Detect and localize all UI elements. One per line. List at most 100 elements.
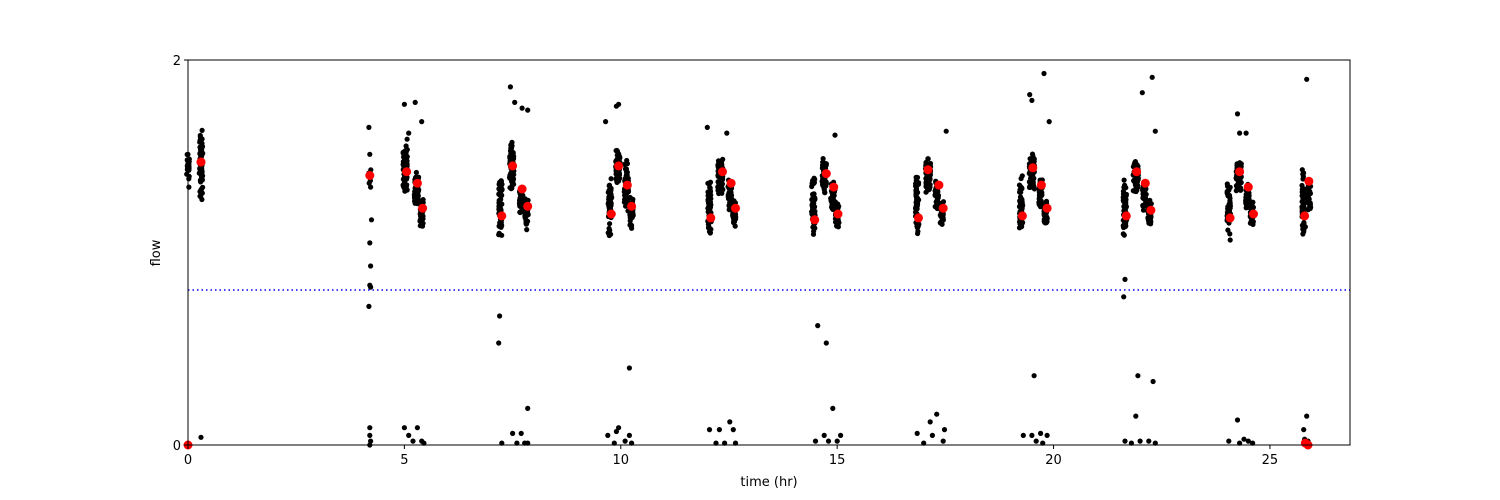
raw-point — [499, 440, 505, 446]
raw-point — [607, 221, 613, 227]
raw-point — [1028, 179, 1034, 185]
raw-point — [524, 227, 530, 233]
x-tick-label: 20 — [1045, 453, 1062, 468]
raw-point — [508, 186, 514, 192]
raw-point — [497, 313, 503, 319]
summary-point — [1140, 178, 1150, 188]
raw-point — [1120, 231, 1126, 237]
raw-point — [707, 204, 714, 210]
summary-point — [1042, 203, 1052, 213]
raw-point — [934, 411, 940, 417]
raw-point — [366, 180, 372, 186]
x-tick-label: 0 — [184, 453, 192, 468]
raw-point — [608, 176, 614, 182]
raw-point — [1149, 74, 1155, 80]
summary-point — [1225, 213, 1235, 223]
raw-point — [184, 167, 190, 173]
raw-point — [830, 192, 836, 198]
x-tick-label: 15 — [829, 453, 846, 468]
raw-point — [367, 432, 373, 438]
raw-point — [1038, 430, 1044, 436]
raw-point — [184, 157, 190, 163]
raw-point — [368, 438, 374, 444]
summary-point — [1017, 211, 1027, 221]
raw-point — [1301, 427, 1307, 433]
raw-point — [624, 190, 630, 196]
raw-point — [419, 223, 426, 229]
raw-point — [834, 220, 841, 226]
raw-point — [1249, 200, 1255, 206]
raw-point — [518, 430, 524, 436]
raw-point — [724, 130, 730, 136]
summary-point — [418, 203, 428, 213]
raw-point — [929, 432, 936, 438]
raw-point — [626, 365, 633, 371]
raw-point — [1301, 227, 1307, 233]
summary-point — [402, 167, 412, 177]
raw-point — [404, 182, 410, 188]
raw-point — [606, 182, 613, 188]
raw-point — [1227, 237, 1233, 243]
raw-point — [916, 180, 922, 186]
raw-point — [366, 124, 372, 130]
raw-point — [1227, 231, 1233, 237]
raw-point — [1031, 184, 1037, 190]
raw-point — [605, 432, 611, 438]
raw-point — [925, 156, 931, 162]
raw-point — [1226, 193, 1232, 199]
raw-point — [624, 157, 630, 164]
raw-point — [367, 151, 373, 157]
raw-point — [1027, 92, 1033, 98]
summary-point — [938, 203, 948, 213]
raw-point — [401, 425, 407, 431]
raw-point — [1299, 193, 1305, 199]
summary-point — [606, 209, 616, 219]
raw-point — [1031, 373, 1037, 379]
raw-point — [1226, 438, 1232, 444]
raw-point — [415, 193, 421, 199]
raw-point — [1043, 198, 1050, 204]
raw-point — [607, 227, 613, 233]
raw-point — [1018, 189, 1024, 195]
raw-point — [1019, 185, 1025, 191]
raw-point — [1040, 440, 1046, 446]
raw-point — [913, 209, 919, 215]
raw-point — [613, 428, 620, 435]
raw-point — [719, 185, 725, 191]
x-tick-label: 10 — [613, 453, 630, 468]
raw-point — [1304, 76, 1310, 82]
raw-point — [722, 440, 728, 446]
x-tick-label: 25 — [1262, 453, 1279, 468]
raw-point — [1121, 192, 1127, 198]
raw-point — [925, 186, 931, 193]
raw-point — [1018, 175, 1024, 182]
raw-point — [525, 107, 531, 113]
raw-point — [939, 218, 945, 224]
summary-point — [627, 201, 637, 211]
raw-point — [368, 217, 375, 223]
raw-point — [812, 438, 819, 444]
raw-point — [199, 151, 205, 157]
raw-point — [927, 419, 933, 425]
raw-point — [614, 179, 620, 185]
raw-point — [913, 183, 919, 189]
raw-point — [1120, 197, 1126, 203]
raw-point — [1237, 130, 1243, 136]
raw-point — [627, 194, 633, 201]
x-axis: 0 5 10 15 20 25 — [184, 445, 1278, 468]
raw-point — [812, 208, 818, 215]
raw-point — [514, 440, 520, 446]
summary-point — [508, 161, 518, 171]
raw-point — [406, 432, 412, 438]
raw-point — [1241, 436, 1247, 442]
raw-point — [617, 175, 623, 181]
raw-point — [1226, 206, 1232, 212]
raw-point — [406, 130, 412, 136]
raw-point — [622, 438, 628, 444]
raw-point — [821, 160, 827, 166]
raw-point — [707, 180, 713, 186]
raw-point — [525, 405, 531, 411]
raw-point — [198, 187, 204, 193]
